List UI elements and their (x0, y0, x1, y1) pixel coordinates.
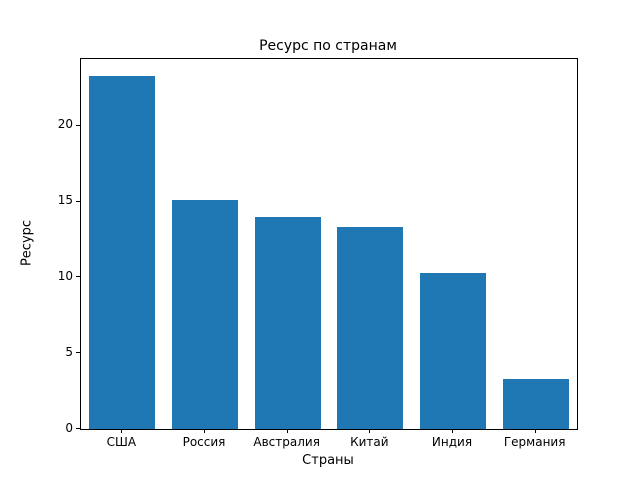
x-tick-label: Индия (431, 435, 473, 449)
y-tick-mark (76, 124, 80, 126)
bars-container (81, 59, 577, 429)
x-tick-mark (286, 429, 288, 433)
x-axis-label: Страны (302, 453, 354, 468)
y-tick-label: 20 (57, 117, 73, 132)
x-tick-label: США (106, 435, 137, 449)
y-tick-mark (76, 428, 80, 429)
y-tick-mark (76, 352, 80, 354)
x-tick-mark (452, 429, 453, 433)
x-tick-mark (369, 429, 371, 433)
x-tick-label: Австралия (253, 435, 320, 449)
bar (419, 272, 487, 429)
x-tick-label: Россия (182, 435, 226, 449)
y-tick-label: 0 (65, 420, 73, 435)
y-tick-label: 10 (57, 268, 73, 283)
plot-area (80, 58, 578, 430)
bar (337, 227, 404, 429)
chart-title: Ресурс по странам (259, 38, 397, 54)
bar (502, 378, 569, 429)
x-tick-mark (204, 429, 205, 433)
x-tick-mark (534, 429, 536, 433)
y-tick-label: 15 (57, 193, 73, 208)
bar (254, 216, 321, 429)
bar (89, 75, 156, 429)
x-tick-mark (121, 429, 123, 433)
y-axis-label: Ресурс (19, 219, 35, 267)
y-tick-label: 5 (65, 344, 73, 359)
y-tick-mark (76, 276, 80, 278)
x-tick-label: Китай (350, 435, 389, 449)
bar (171, 200, 239, 429)
x-tick-label: Германия (503, 435, 566, 449)
y-tick-mark (76, 200, 80, 202)
